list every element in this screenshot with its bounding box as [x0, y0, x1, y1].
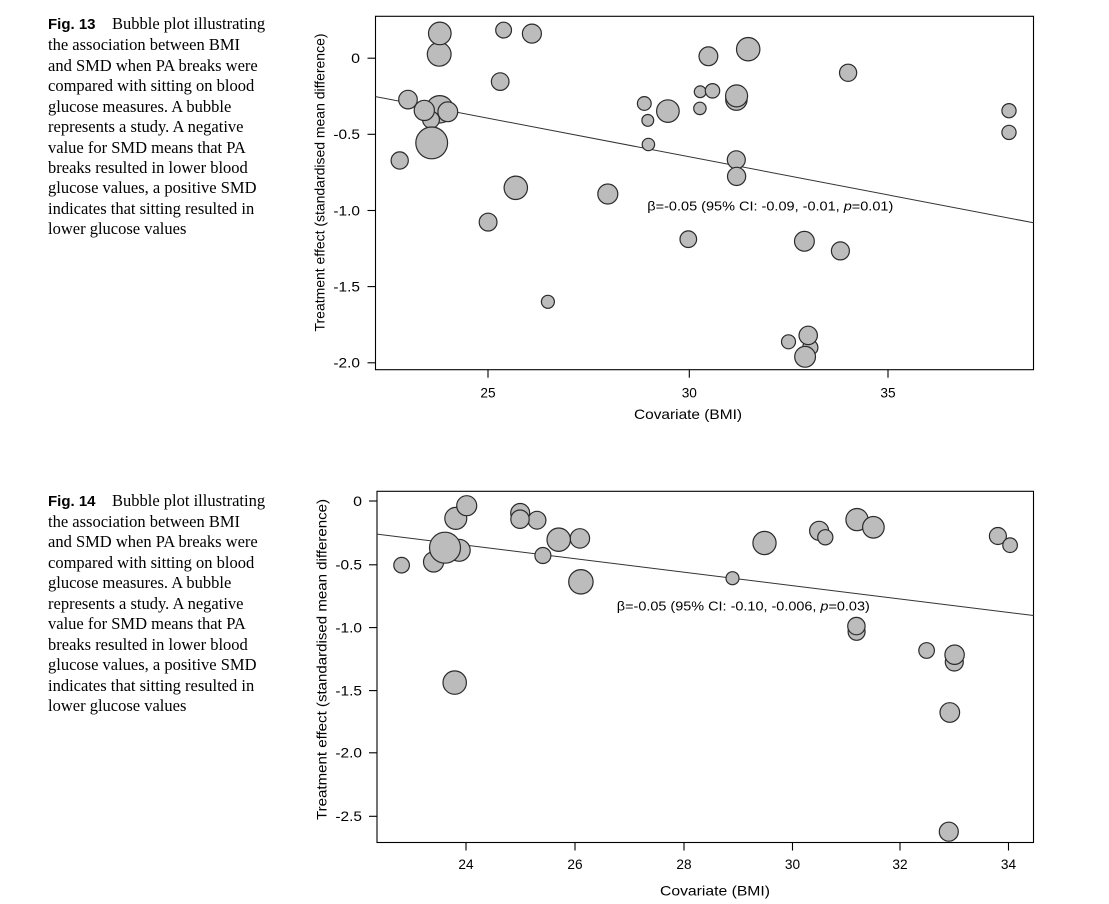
- svg-text:Covariate (BMI): Covariate (BMI): [634, 406, 742, 422]
- svg-text:0: 0: [351, 50, 360, 66]
- svg-text:-2.0: -2.0: [333, 355, 360, 371]
- svg-text:35: 35: [880, 385, 895, 401]
- svg-text:-1.5: -1.5: [335, 683, 362, 699]
- svg-text:28: 28: [676, 856, 691, 872]
- svg-text:-2.0: -2.0: [335, 745, 362, 761]
- svg-text:-1.5: -1.5: [333, 279, 360, 295]
- svg-text:β=-0.05 (95% CI: -0.09, -0.01,: β=-0.05 (95% CI: -0.09, -0.01, p=0.01): [647, 199, 893, 214]
- svg-text:32: 32: [892, 856, 907, 872]
- svg-text:26: 26: [567, 856, 582, 872]
- svg-text:-1.0: -1.0: [335, 620, 362, 636]
- svg-text:-0.5: -0.5: [333, 126, 360, 142]
- svg-text:Treatment effect (standardised: Treatment effect (standardised mean diff…: [314, 499, 330, 820]
- svg-text:Treatment effect (standardised: Treatment effect (standardised mean diff…: [312, 34, 328, 332]
- svg-text:-1.0: -1.0: [333, 202, 360, 218]
- svg-text:-2.5: -2.5: [335, 808, 362, 824]
- svg-text:25: 25: [480, 385, 495, 401]
- svg-text:30: 30: [682, 385, 697, 401]
- svg-text:-0.5: -0.5: [335, 557, 362, 573]
- svg-text:34: 34: [1001, 856, 1016, 872]
- svg-text:30: 30: [785, 856, 800, 872]
- svg-text:β=-0.05 (95% CI: -0.10, -0.006: β=-0.05 (95% CI: -0.10, -0.006, p=0.03): [617, 598, 870, 613]
- svg-text:24: 24: [458, 856, 473, 872]
- svg-text:0: 0: [353, 493, 362, 509]
- svg-text:Covariate (BMI): Covariate (BMI): [660, 883, 770, 899]
